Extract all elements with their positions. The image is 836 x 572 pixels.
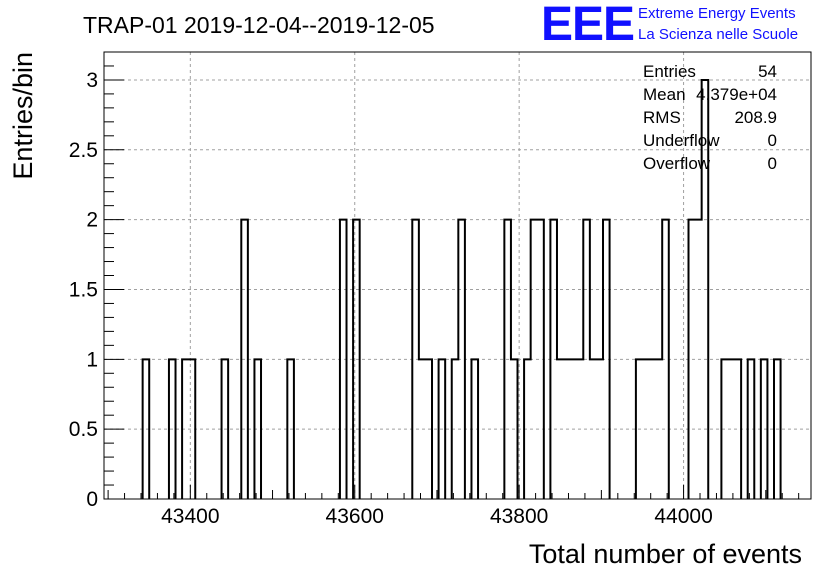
x-tick-label: 43400 [161, 505, 219, 528]
y-tick-label: 0 [86, 488, 98, 511]
x-tick-label: 43600 [326, 505, 384, 528]
stats-label: Entries [643, 62, 696, 81]
y-axis-title: Entries/bin [8, 52, 38, 180]
axis-ticks: 43400 43600 43800 44000 0 0.5 1 1.5 2 2.5 3 [69, 51, 800, 528]
eee-logo-mark: EEE [541, 0, 634, 51]
stats-box: Entries 54 Mean 4.379e+04 RMS 208.9 Underflow 0… [643, 62, 777, 173]
stats-value: 208.9 [734, 108, 777, 127]
y-tick-label: 3 [86, 69, 98, 92]
histogram-outline [141, 78, 782, 499]
stats-value: 4.379e+04 [696, 85, 777, 104]
y-tick-label: 2 [86, 209, 98, 232]
eee-logo-line1: Extreme Energy Events [638, 5, 796, 22]
x-tick-label: 43800 [490, 505, 548, 528]
stats-value: 54 [758, 62, 777, 81]
eee-logo-line2: La Scienza nelle Scuole [638, 26, 798, 43]
stats-value: 0 [768, 154, 777, 173]
chart-title: TRAP-01 2019-12-04--2019-12-05 [83, 12, 435, 38]
stats-label: Mean [643, 85, 686, 104]
y-tick-label: 0.5 [69, 418, 98, 441]
x-axis-title: Total number of events [529, 539, 802, 569]
stats-label: RMS [643, 108, 681, 127]
eee-logo: EEE Extreme Energy Events La Scienza nel… [541, 0, 798, 51]
stats-label: Overflow [643, 154, 711, 173]
y-tick-label: 2.5 [69, 139, 98, 162]
stats-label: Underflow [643, 131, 720, 150]
x-tick-label: 44000 [654, 505, 712, 528]
y-tick-label: 1.5 [69, 278, 98, 301]
stats-value: 0 [768, 131, 777, 150]
y-tick-label: 1 [86, 348, 98, 371]
